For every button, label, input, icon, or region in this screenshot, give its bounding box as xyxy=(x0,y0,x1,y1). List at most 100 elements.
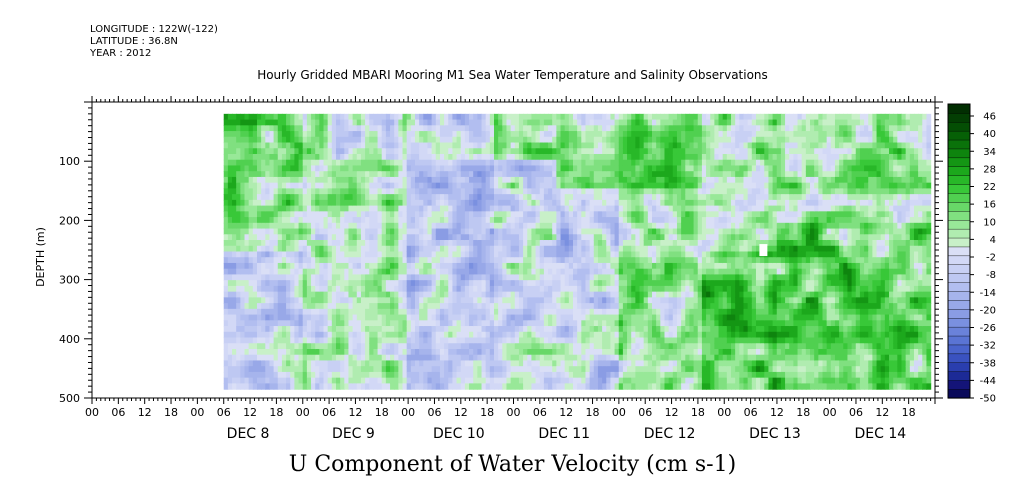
heatmap-cell xyxy=(452,211,458,218)
heatmap-cell xyxy=(319,348,325,356)
heatmap-cell xyxy=(635,274,641,281)
heatmap-cell xyxy=(269,131,275,138)
heatmap-cell xyxy=(523,320,528,327)
heatmap-cell xyxy=(523,285,528,293)
heatmap-cell xyxy=(535,136,541,144)
heatmap-cell xyxy=(290,257,296,264)
heatmap-cell xyxy=(444,245,449,253)
heatmap-cell xyxy=(306,148,312,155)
heatmap-cell xyxy=(593,377,599,384)
heatmap-cell xyxy=(627,148,632,155)
heatmap-cell xyxy=(564,320,570,327)
heatmap-cell xyxy=(327,257,333,264)
heatmap-cell xyxy=(286,314,291,321)
heatmap-cell xyxy=(323,297,329,304)
heatmap-cell xyxy=(610,337,616,344)
heatmap-cell xyxy=(286,165,291,172)
heatmap-cell xyxy=(394,188,399,195)
heatmap-cell xyxy=(352,343,358,350)
heatmap-cell xyxy=(294,136,300,144)
heatmap-cell xyxy=(311,280,316,287)
heatmap-cell xyxy=(635,280,641,287)
heatmap-cell xyxy=(302,142,308,149)
heatmap-cell xyxy=(427,331,433,339)
heatmap-cell xyxy=(456,354,462,362)
metadata-block: LONGITUDE : 122W(-122) LATITUDE : 36.8N … xyxy=(90,24,218,60)
heatmap-cell xyxy=(577,194,582,201)
heatmap-cell xyxy=(269,171,275,178)
heatmap-cell xyxy=(560,176,566,184)
heatmap-cell xyxy=(315,251,320,258)
heatmap-cell xyxy=(527,240,533,247)
heatmap-cell xyxy=(410,211,416,218)
heatmap-cell xyxy=(244,205,250,212)
heatmap-cell xyxy=(460,303,466,310)
heatmap-cell xyxy=(556,274,562,281)
heatmap-cell xyxy=(369,245,375,253)
heatmap-cell xyxy=(552,331,557,339)
heatmap-cell xyxy=(618,366,624,373)
heatmap-cell xyxy=(294,348,300,356)
heatmap-cell xyxy=(602,343,607,350)
heatmap-cell xyxy=(381,303,387,310)
heatmap-cell xyxy=(323,234,329,241)
heatmap-cell xyxy=(281,113,287,121)
heatmap-cell xyxy=(564,165,570,172)
heatmap-cell xyxy=(464,119,470,126)
heatmap-cell xyxy=(539,148,545,155)
heatmap-cell xyxy=(518,280,524,287)
heatmap-cell xyxy=(423,205,429,212)
heatmap-cell xyxy=(535,211,541,218)
heatmap-cell xyxy=(348,320,354,327)
heatmap-cell xyxy=(527,119,533,126)
heatmap-cell xyxy=(223,383,229,390)
heatmap-cell xyxy=(464,331,470,339)
heatmap-cell xyxy=(602,136,607,144)
heatmap-cell xyxy=(618,326,624,333)
heatmap-cell xyxy=(265,257,271,264)
heatmap-cell xyxy=(410,274,416,281)
heatmap-cell xyxy=(589,291,595,298)
heatmap-cell xyxy=(248,211,254,218)
heatmap-cell xyxy=(365,268,370,276)
heatmap-cell xyxy=(356,343,362,350)
heatmap-cell xyxy=(552,142,557,149)
heatmap-cell xyxy=(560,251,566,258)
heatmap-cell xyxy=(319,251,325,258)
heatmap-cell xyxy=(610,240,616,247)
heatmap-cell xyxy=(281,343,287,350)
heatmap-cell xyxy=(227,291,233,298)
heatmap-cell xyxy=(560,136,566,144)
heatmap-cell xyxy=(606,228,612,235)
heatmap-cell xyxy=(510,257,516,264)
heatmap-cell xyxy=(315,113,320,121)
heatmap-cell xyxy=(514,234,520,241)
heatmap-cell xyxy=(452,125,458,132)
heatmap-cell xyxy=(261,222,266,230)
heatmap-cell xyxy=(610,194,616,201)
heatmap-cell xyxy=(444,348,449,356)
heatmap-cell xyxy=(643,240,649,247)
heatmap-cell xyxy=(627,136,632,144)
heatmap-cell xyxy=(273,234,279,241)
heatmap-cell xyxy=(390,262,395,270)
heatmap-cell xyxy=(344,171,350,178)
heatmap-cell xyxy=(593,136,599,144)
heatmap-cell xyxy=(277,314,283,321)
heatmap-cell xyxy=(344,148,350,155)
heatmap-cell xyxy=(639,326,645,333)
heatmap-cell xyxy=(589,148,595,155)
heatmap-cell xyxy=(485,257,491,264)
heatmap-cell xyxy=(335,125,341,132)
heatmap-cell xyxy=(319,159,325,167)
heatmap-cell xyxy=(548,257,553,264)
heatmap-cell xyxy=(232,314,237,321)
heatmap-cell xyxy=(311,326,316,333)
heatmap-cell xyxy=(286,348,291,356)
heatmap-cell xyxy=(319,211,325,218)
heatmap-cell xyxy=(323,222,329,230)
heatmap-cell xyxy=(597,159,603,167)
heatmap-cell xyxy=(273,171,279,178)
heatmap-cell xyxy=(469,159,474,167)
heatmap-cell xyxy=(643,234,649,241)
